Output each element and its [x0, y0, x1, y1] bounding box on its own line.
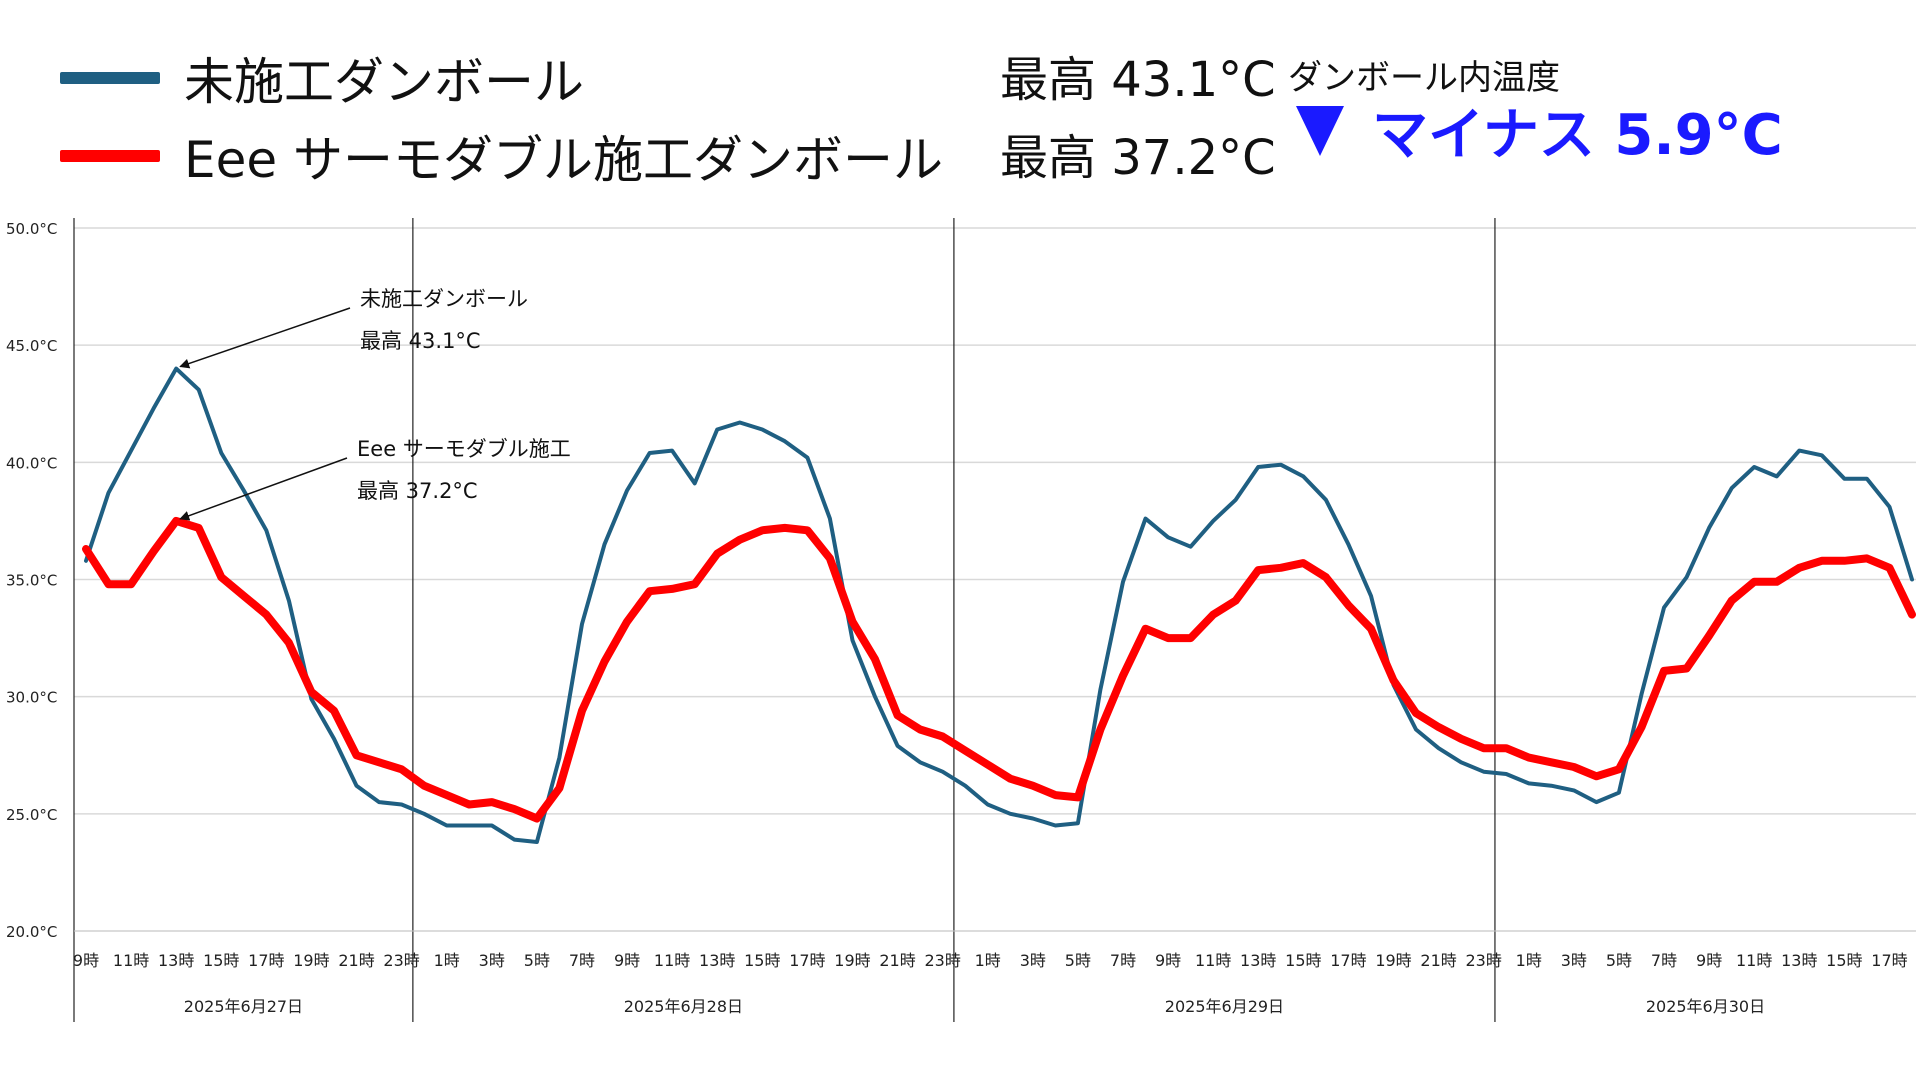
legend-treated: Eee サーモダブル施工ダンボール [60, 120, 943, 192]
annotation-max: 最高 43.1°C [360, 329, 481, 353]
x-tick-label: 21時 [879, 951, 915, 970]
difference-text: マイナス 5.9°C [1372, 103, 1783, 168]
x-tick-label: 19時 [1375, 951, 1411, 970]
x-tick-label: 9時 [614, 951, 640, 970]
x-tick-label: 5時 [1606, 951, 1632, 970]
y-tick-label: 50.0°C [6, 220, 57, 238]
date-label: 2025年6月27日 [184, 997, 303, 1016]
x-tick-label: 13時 [1781, 951, 1817, 970]
x-tick-label: 23時 [383, 951, 419, 970]
x-tick-label: 15時 [203, 951, 239, 970]
x-tick-label: 17時 [248, 951, 284, 970]
x-tick-label: 23時 [924, 951, 960, 970]
x-tick-label: 7時 [1651, 951, 1677, 970]
x-tick-label: 9時 [1696, 951, 1722, 970]
x-tick-label: 13時 [1240, 951, 1276, 970]
x-tick-label: 5時 [1065, 951, 1091, 970]
x-tick-label: 1時 [1516, 951, 1542, 970]
x-tick-label: 9時 [1155, 951, 1181, 970]
x-tick-label: 15時 [744, 951, 780, 970]
y-tick-label: 35.0°C [6, 572, 57, 590]
annotation-arrow [179, 307, 351, 369]
x-tick-label: 21時 [1420, 951, 1456, 970]
date-label: 2025年6月30日 [1646, 997, 1765, 1016]
x-tick-label: 1時 [434, 951, 460, 970]
legend-label-treated: Eee サーモダブル施工ダンボール [184, 131, 944, 189]
series [82, 366, 1916, 844]
x-tick-label: 11時 [1195, 951, 1231, 970]
x-tick-label: 9時 [73, 951, 99, 970]
series-line-treated [82, 516, 1916, 823]
x-tick-label: 17時 [1330, 951, 1366, 970]
legend-untreated: 未施工ダンボール [60, 42, 584, 114]
x-tick-label: 11時 [654, 951, 690, 970]
x-tick-label: 3時 [1020, 951, 1046, 970]
x-tick-label: 15時 [1285, 951, 1321, 970]
x-tick-label: 7時 [569, 951, 595, 970]
x-tick-label: 5時 [524, 951, 550, 970]
legend-swatch-treated [60, 150, 160, 162]
x-tick-label: 7時 [1110, 951, 1136, 970]
difference-value: マイナス 5.9°C [1296, 90, 1783, 171]
x-tick-label: 3時 [1561, 951, 1587, 970]
x-tick-label: 21時 [338, 951, 374, 970]
date-label: 2025年6月28日 [624, 997, 743, 1016]
legend-swatch-untreated [60, 72, 160, 84]
annotation-title: 未施工ダンボール [360, 287, 528, 311]
x-tick-label: 23時 [1465, 951, 1501, 970]
y-tick-label: 25.0°C [6, 806, 57, 824]
annotation-title: Eee サーモダブル施工 [357, 437, 571, 461]
difference-caption: ダンボール内温度 [1288, 58, 1560, 98]
max-treated: 最高 37.2°C [1000, 130, 1276, 186]
x-tick-label: 19時 [293, 951, 329, 970]
x-tick-label: 3時 [479, 951, 505, 970]
x-tick-label: 17時 [1871, 951, 1907, 970]
x-tick-label: 11時 [1736, 951, 1772, 970]
temperature-chart: 50.0°C 45.0°C 40.0°C 35.0°C 30.0°C 25.0°C 20.0… [6, 218, 1916, 1022]
x-tick-label: 11時 [113, 951, 149, 970]
annotation-arrow [179, 457, 348, 521]
y-tick-label: 30.0°C [6, 689, 57, 707]
series-line-untreated [84, 366, 1914, 844]
x-tick-label: 13時 [699, 951, 735, 970]
x-tick-label: 19時 [834, 951, 870, 970]
axes: 50.0°C 45.0°C 40.0°C 35.0°C 30.0°C 25.0°C 20.0… [6, 218, 1916, 1022]
x-tick-label: 15時 [1826, 951, 1862, 970]
date-label: 2025年6月29日 [1165, 997, 1284, 1016]
x-tick-label: 13時 [158, 951, 194, 970]
grid [74, 227, 1916, 932]
max-untreated: 最高 43.1°C [1000, 52, 1276, 108]
legend-label-untreated: 未施工ダンボール [184, 53, 584, 111]
x-tick-label: 17時 [789, 951, 825, 970]
y-tick-label: 45.0°C [6, 337, 57, 355]
annotation-max: 最高 37.2°C [357, 479, 478, 503]
x-tick-label: 1時 [975, 951, 1001, 970]
down-triangle-icon [1296, 105, 1344, 156]
y-tick-label: 20.0°C [6, 923, 57, 941]
y-tick-label: 40.0°C [6, 454, 57, 472]
